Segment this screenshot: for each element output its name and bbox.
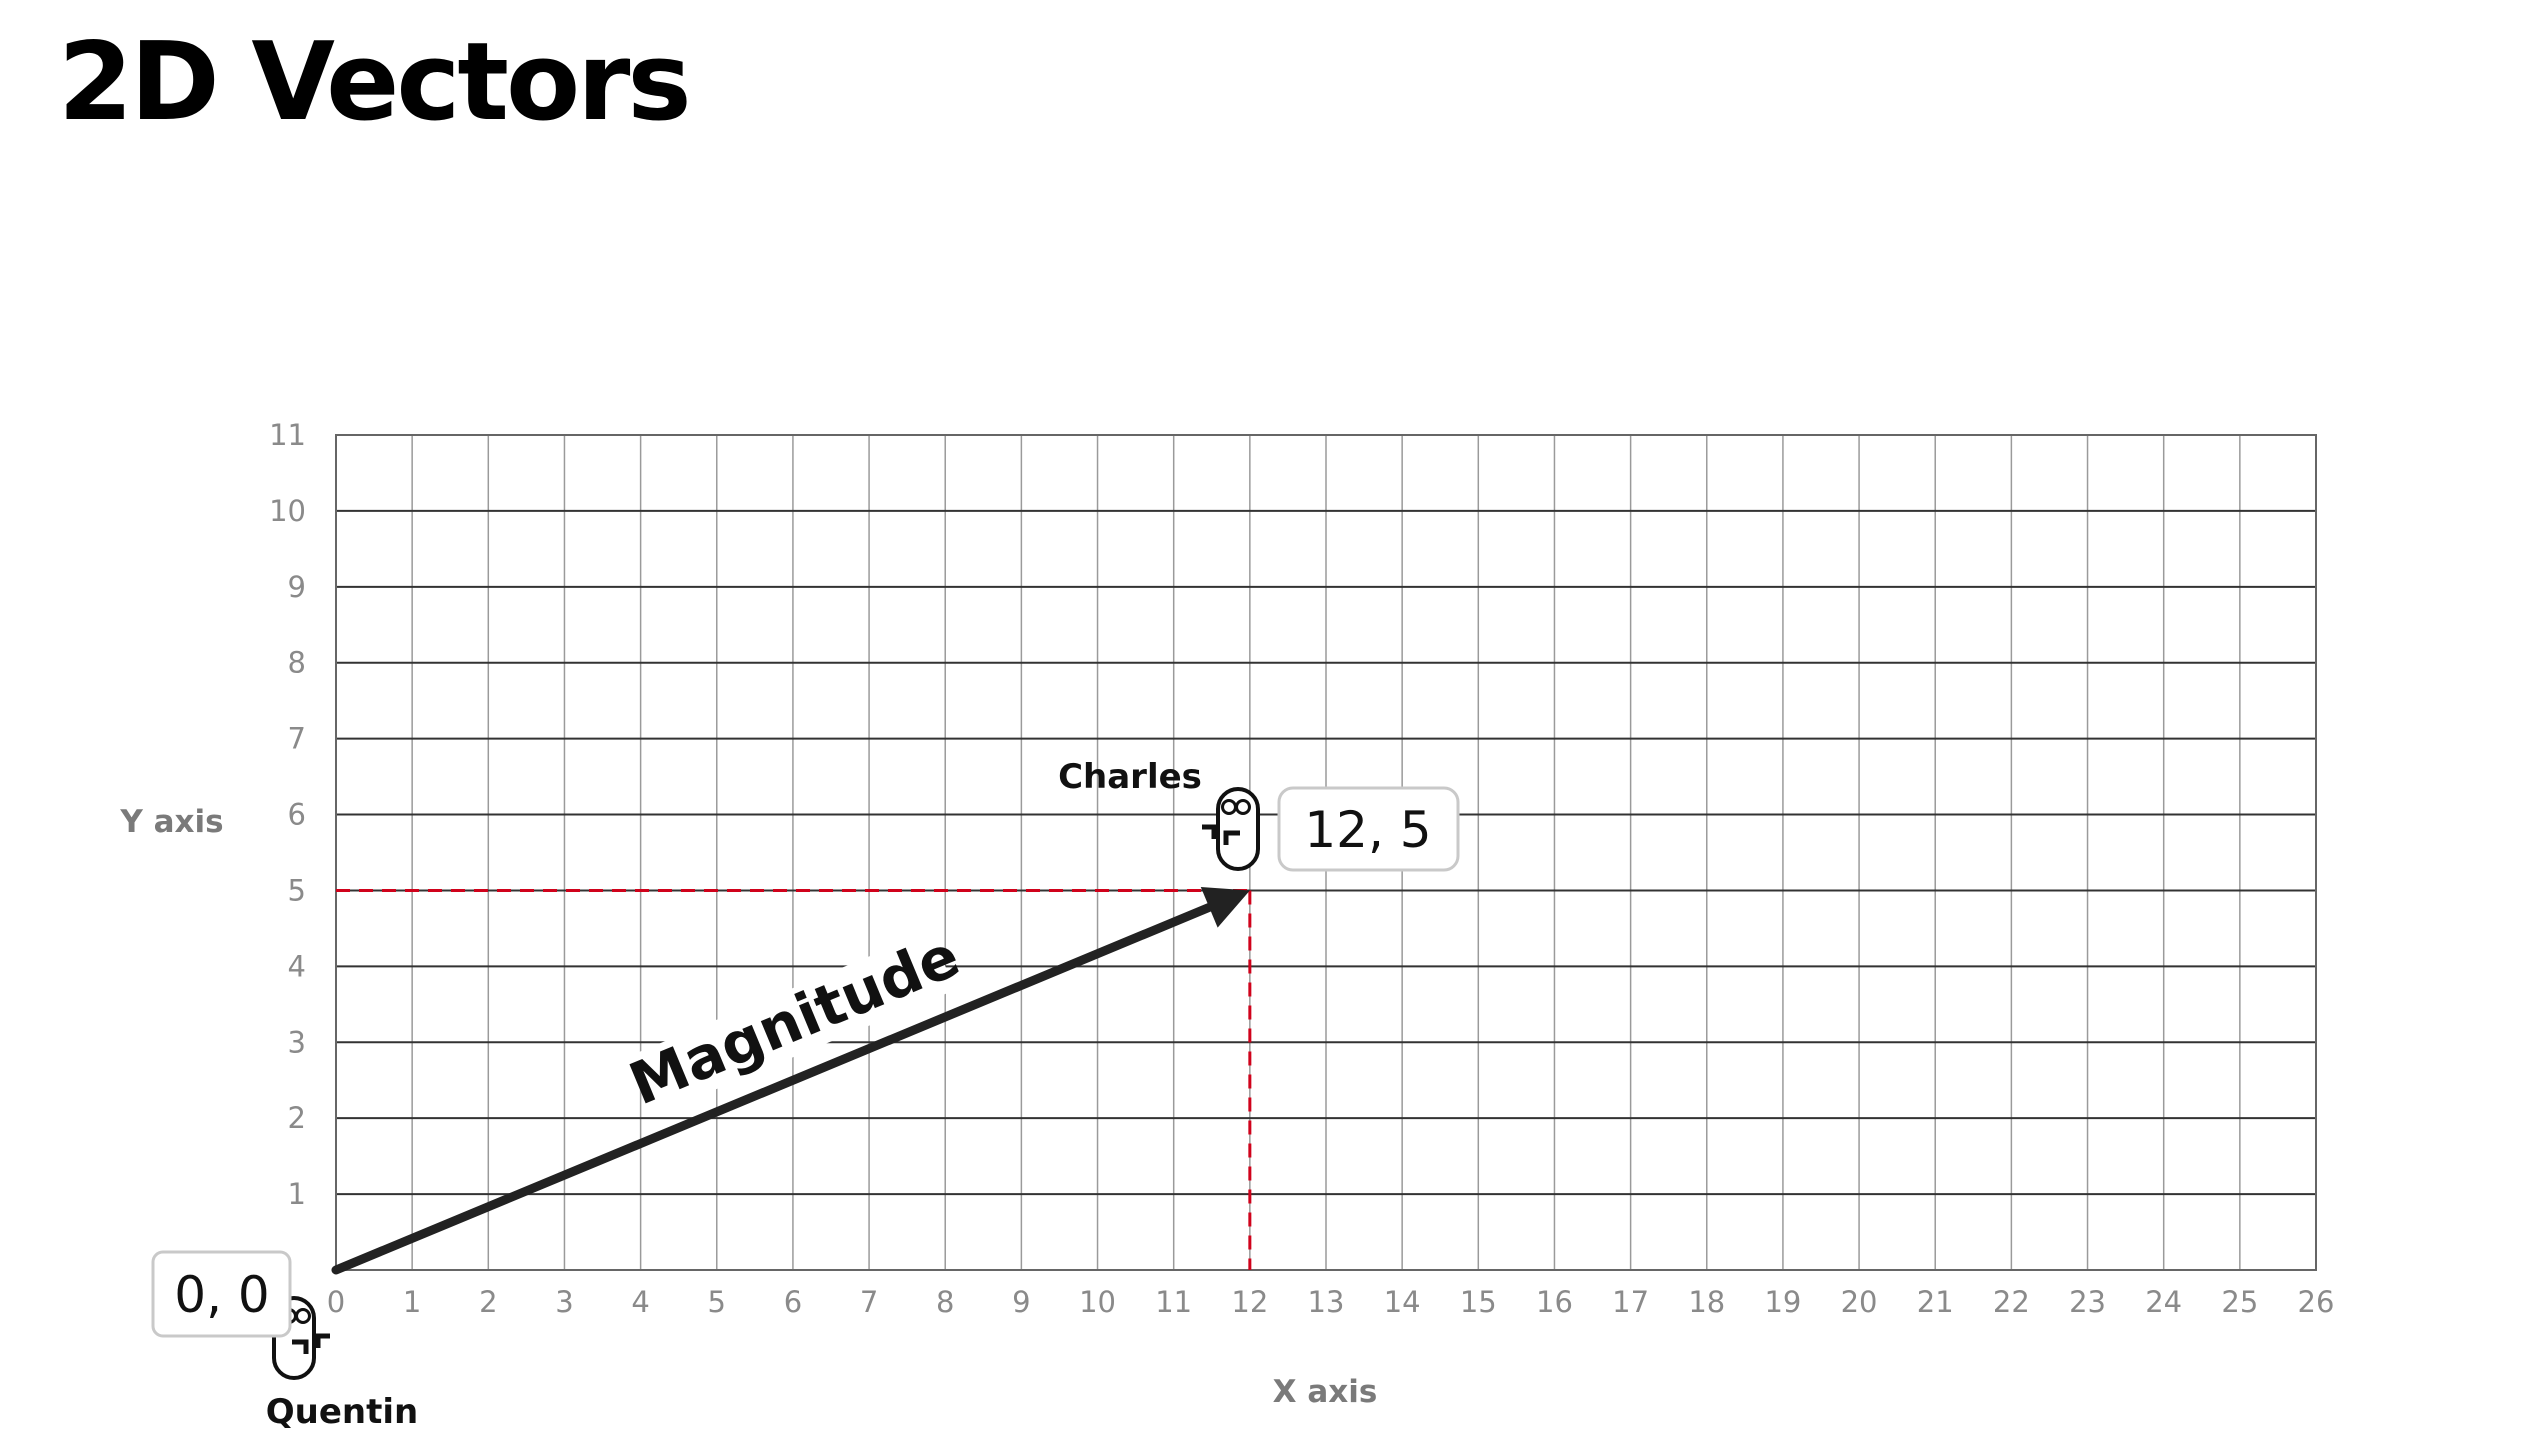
y-tick-label: 6: [288, 798, 306, 832]
guide-lines: [336, 888, 1252, 1270]
x-tick-label: 15: [1460, 1285, 1497, 1319]
coord-label-quentin: 0, 0: [174, 1266, 269, 1324]
x-tick-label: 10: [1079, 1285, 1116, 1319]
x-tick-label: 20: [1841, 1285, 1878, 1319]
x-tick-label: 2: [479, 1285, 497, 1319]
lens-right: [1221, 799, 1237, 815]
y-tick-label: 3: [288, 1025, 306, 1059]
x-tick-label: 22: [1993, 1285, 2030, 1319]
coord-box-charles: [1277, 786, 1460, 872]
tick-labels: 0 1 2 3 4 5 6 7 8 9 10 11 12 13 14 15 16 17 18 19 20 21 22 23 24…: [119, 418, 2334, 1410]
y-tick-label: 1: [288, 1177, 306, 1211]
x-tick-label: 26: [2298, 1285, 2335, 1319]
x-tick-label: 3: [555, 1285, 573, 1319]
lens-right: [295, 1308, 311, 1324]
x-tick-label: 4: [631, 1285, 649, 1319]
x-tick-label: 21: [1917, 1285, 1954, 1319]
x-tick-label: 8: [936, 1285, 954, 1319]
point-name-charles: Charles: [1058, 757, 1202, 797]
hand-right: [1202, 824, 1220, 839]
x-tick-label: 6: [784, 1285, 802, 1319]
y-tick-label: 5: [288, 873, 306, 907]
point-labels: Quentin 0, 0 Charles 12, 5: [151, 757, 1460, 1432]
x-tick-label: 25: [2221, 1285, 2258, 1319]
vector-arrowhead: [1200, 887, 1250, 928]
coord-box-quentin: [151, 1250, 292, 1338]
x-tick-label: 18: [1688, 1285, 1725, 1319]
coord-label-charles: 12, 5: [1304, 801, 1431, 859]
hand-right: [312, 1333, 330, 1348]
y-axis-title: Y axis: [119, 804, 223, 840]
x-tick-label: 23: [2069, 1285, 2106, 1319]
x-tick-label: 14: [1384, 1285, 1421, 1319]
x-tick-label: 0: [327, 1285, 345, 1319]
x-tick-label: 12: [1231, 1285, 1268, 1319]
x-tick-label: 1: [403, 1285, 421, 1319]
x-tick-label: 17: [1612, 1285, 1649, 1319]
x-tick-label: 19: [1764, 1285, 1801, 1319]
person-icon-charles: [1202, 787, 1260, 871]
x-tick-label: 5: [708, 1285, 726, 1319]
hand-left: [292, 1339, 309, 1354]
y-tick-label: 9: [288, 570, 306, 604]
x-tick-label: 9: [1012, 1285, 1030, 1319]
x-tick-label: 24: [2145, 1285, 2182, 1319]
y-tick-label: 11: [269, 418, 306, 452]
plot-frame: [335, 434, 2317, 1271]
grid: [335, 434, 2317, 1271]
x-tick-label: 11: [1155, 1285, 1192, 1319]
magnitude-label-backing: [635, 930, 956, 1113]
vector-shaft: [331, 893, 1236, 1275]
x-tick-label: 7: [860, 1285, 878, 1319]
y-tick-label: 4: [288, 949, 306, 983]
y-tick-label: 7: [288, 722, 306, 756]
y-tick-label: 8: [288, 646, 306, 680]
x-axis-title: X axis: [1273, 1374, 1378, 1410]
x-tick-label: 13: [1308, 1285, 1345, 1319]
x-tick-label: 16: [1536, 1285, 1573, 1319]
lens-left: [1235, 799, 1251, 815]
y-tick-label: 2: [288, 1101, 306, 1135]
hand-left: [1223, 830, 1240, 845]
magnitude-label: Magnitude: [620, 921, 969, 1118]
magnitude-label-group: Magnitude: [620, 921, 969, 1118]
point-name-quentin: Quentin: [266, 1392, 419, 1432]
page-title: 2D Vectors: [58, 20, 692, 145]
y-tick-label: 10: [269, 494, 306, 528]
